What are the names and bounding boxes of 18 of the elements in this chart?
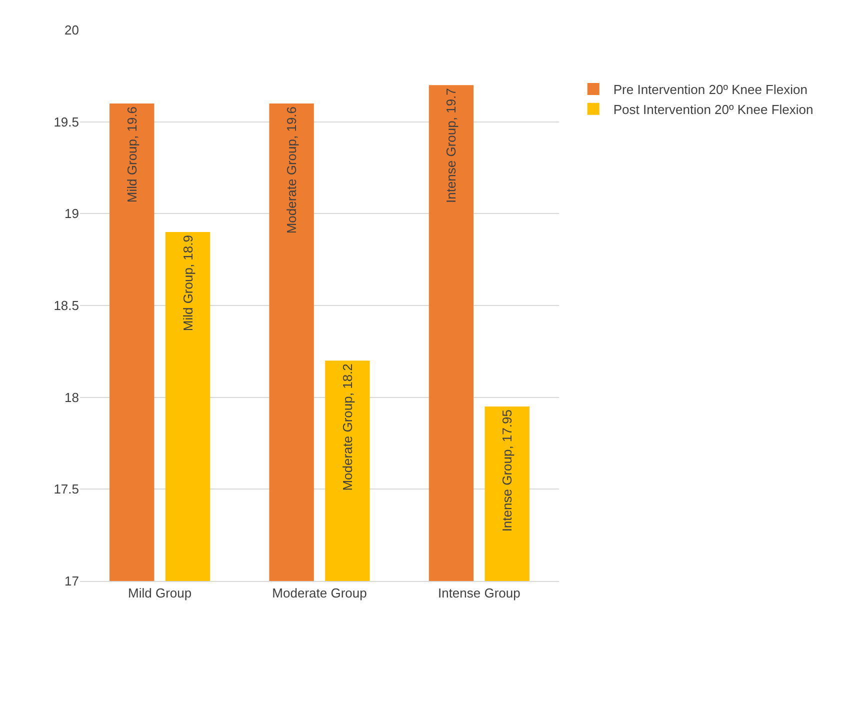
legend-label: Pre Intervention 20º Knee Flexion — [613, 82, 808, 98]
y-tick-label: 18 — [64, 390, 79, 405]
x-tick-label: Mild Group — [128, 586, 192, 601]
data-label: Moderate Group, 18.2 — [340, 364, 355, 491]
y-tick-label: 18.5 — [54, 298, 79, 314]
y-tick-label: 17.5 — [54, 482, 79, 497]
y-tick-label: 19 — [64, 206, 79, 222]
y-tick-label: 17 — [64, 574, 79, 589]
y-tick-label: 20 — [64, 22, 79, 38]
data-label: Moderate Group, 19.6 — [284, 106, 300, 234]
data-label: Intense Group, 19.7 — [444, 88, 459, 204]
data-label: Intense Group, 17.95 — [500, 410, 515, 532]
data-label: Mild Group, 19.6 — [124, 106, 140, 203]
x-tick-label: Intense Group — [438, 586, 520, 601]
x-tick-label: Moderate Group — [272, 586, 367, 601]
legend-label: Post Intervention 20º Knee Flexion — [613, 102, 814, 117]
y-tick-label: 19.5 — [54, 114, 79, 130]
data-label: Mild Group, 18.9 — [180, 235, 196, 332]
